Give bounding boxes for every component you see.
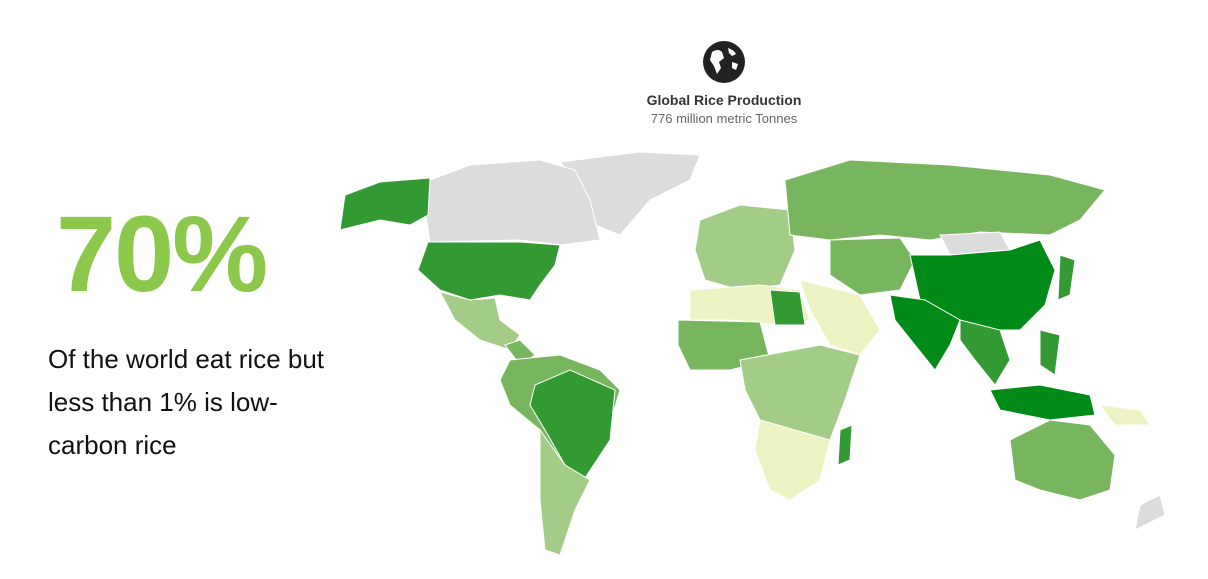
- region-west-africa: [677, 319, 771, 371]
- region-new-zealand: [1134, 494, 1166, 531]
- region-egypt: [769, 289, 806, 326]
- globe-icon: [702, 40, 746, 84]
- region-philippines: [1039, 329, 1061, 376]
- region-india: [889, 294, 961, 371]
- region-png: [1098, 404, 1151, 426]
- map-title: Global Rice Production: [646, 92, 802, 108]
- region-japan: [1057, 254, 1076, 301]
- region-canada: [424, 159, 601, 246]
- region-central-africa: [739, 344, 861, 441]
- region-mexico: [439, 291, 521, 351]
- region-southeast-asia: [959, 319, 1011, 386]
- region-usa: [417, 241, 561, 301]
- region-central-asia: [829, 237, 916, 296]
- region-russia: [784, 159, 1106, 241]
- map-header: Global Rice Production 776 million metri…: [600, 40, 848, 126]
- region-madagascar: [837, 424, 853, 466]
- stat-caption: Of the world eat rice but less than 1% i…: [48, 344, 325, 460]
- region-australia: [1009, 419, 1116, 501]
- region-europe: [694, 204, 796, 291]
- region-indonesia: [989, 384, 1096, 421]
- region-south-america-south: [539, 428, 591, 556]
- map-subtitle: 776 million metric Tonnes: [650, 111, 798, 126]
- region-alaska: [339, 177, 431, 231]
- region-southern-africa: [754, 419, 831, 501]
- stat-value: 70%: [56, 193, 268, 314]
